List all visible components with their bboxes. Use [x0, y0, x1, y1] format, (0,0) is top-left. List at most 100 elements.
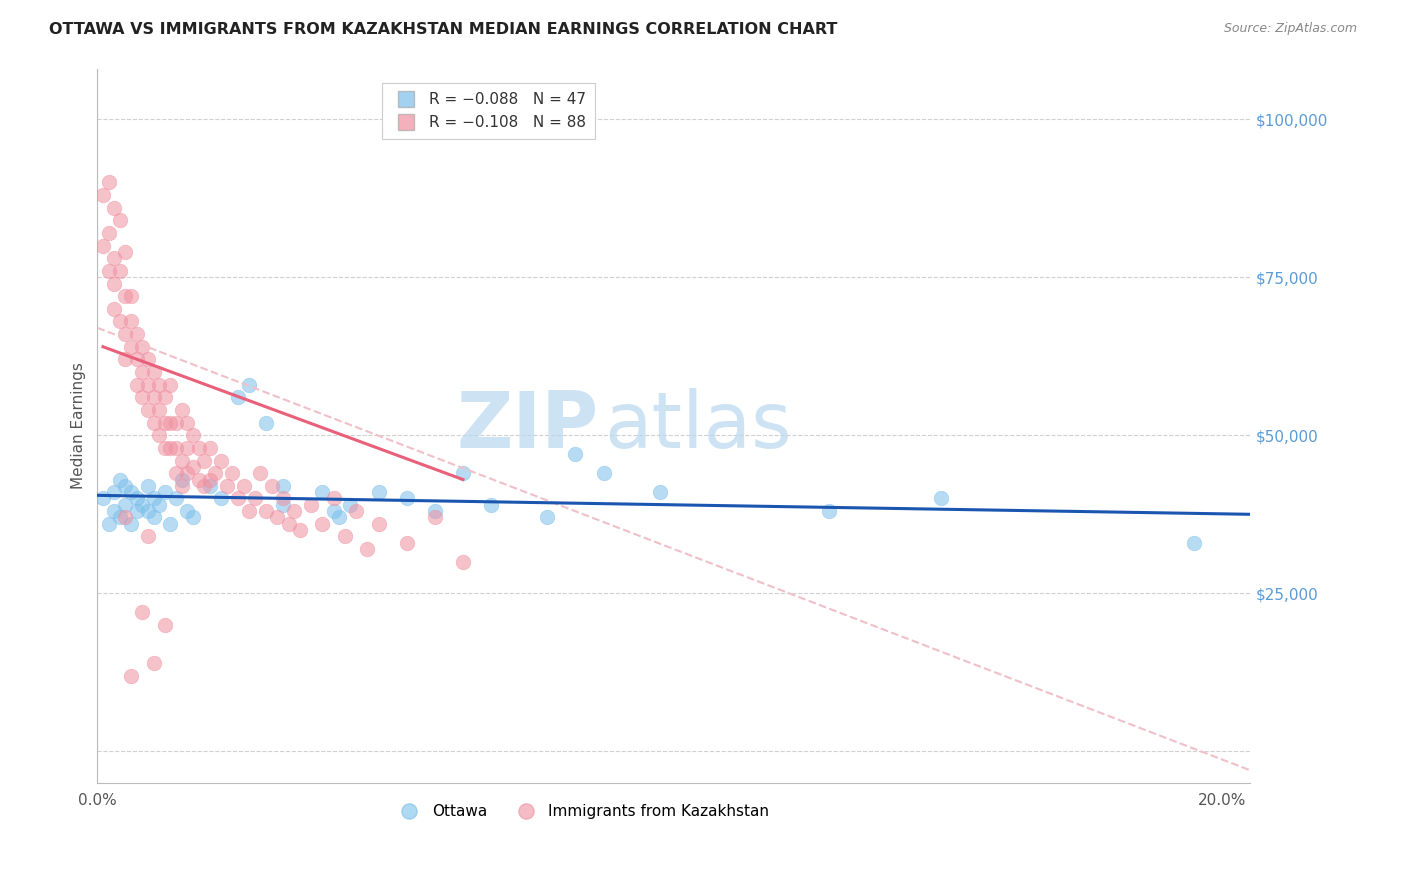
Point [254, 416, 277, 430]
Point [120, 289, 142, 303]
Point [131, 605, 153, 619]
Point [131, 498, 153, 512]
Point [423, 510, 446, 524]
Point [176, 441, 198, 455]
Point [423, 504, 446, 518]
Point [187, 441, 209, 455]
Point [165, 491, 187, 506]
Point [91, 491, 114, 506]
Point [131, 390, 153, 404]
Point [170, 479, 193, 493]
Point [254, 504, 277, 518]
Point [148, 377, 170, 392]
Point [125, 491, 148, 506]
Point [108, 314, 131, 328]
Point [817, 504, 839, 518]
Point [170, 453, 193, 467]
Point [165, 441, 187, 455]
Point [333, 529, 356, 543]
Point [136, 377, 159, 392]
Point [249, 466, 271, 480]
Point [193, 453, 215, 467]
Point [271, 498, 294, 512]
Point [238, 504, 260, 518]
Point [226, 491, 249, 506]
Point [142, 416, 165, 430]
Point [929, 491, 952, 506]
Point [328, 510, 350, 524]
Point [170, 403, 193, 417]
Point [367, 485, 389, 500]
Point [148, 403, 170, 417]
Point [142, 656, 165, 670]
Point [215, 479, 238, 493]
Point [114, 244, 136, 259]
Point [108, 213, 131, 227]
Point [153, 416, 176, 430]
Point [243, 491, 266, 506]
Point [198, 441, 221, 455]
Point [103, 201, 125, 215]
Point [165, 416, 187, 430]
Point [114, 510, 136, 524]
Point [120, 314, 142, 328]
Point [159, 516, 181, 531]
Point [176, 416, 198, 430]
Point [299, 498, 322, 512]
Point [260, 479, 283, 493]
Point [131, 365, 153, 379]
Point [181, 428, 204, 442]
Point [209, 491, 232, 506]
Point [120, 340, 142, 354]
Point [176, 504, 198, 518]
Point [311, 516, 333, 531]
Point [148, 498, 170, 512]
Point [165, 466, 187, 480]
Point [125, 352, 148, 367]
Point [193, 479, 215, 493]
Point [153, 390, 176, 404]
Point [125, 377, 148, 392]
Point [367, 516, 389, 531]
Point [114, 352, 136, 367]
Point [97, 226, 120, 240]
Point [277, 516, 299, 531]
Y-axis label: Median Earnings: Median Earnings [72, 362, 86, 489]
Point [204, 466, 226, 480]
Point [108, 473, 131, 487]
Point [339, 498, 361, 512]
Point [142, 390, 165, 404]
Point [564, 447, 586, 461]
Point [91, 188, 114, 202]
Point [153, 485, 176, 500]
Point [103, 485, 125, 500]
Text: OTTAWA VS IMMIGRANTS FROM KAZAKHSTAN MEDIAN EARNINGS CORRELATION CHART: OTTAWA VS IMMIGRANTS FROM KAZAKHSTAN MED… [49, 22, 838, 37]
Point [97, 516, 120, 531]
Point [232, 479, 254, 493]
Point [356, 542, 378, 557]
Point [221, 466, 243, 480]
Point [148, 428, 170, 442]
Point [181, 510, 204, 524]
Point [97, 175, 120, 189]
Point [153, 441, 176, 455]
Point [125, 504, 148, 518]
Point [238, 377, 260, 392]
Point [283, 504, 305, 518]
Point [136, 529, 159, 543]
Point [142, 491, 165, 506]
Point [592, 466, 614, 480]
Point [288, 523, 311, 537]
Point [103, 251, 125, 265]
Point [536, 510, 558, 524]
Point [97, 264, 120, 278]
Point [198, 479, 221, 493]
Point [103, 277, 125, 291]
Point [170, 473, 193, 487]
Point [311, 485, 333, 500]
Point [114, 479, 136, 493]
Point [142, 510, 165, 524]
Point [136, 504, 159, 518]
Point [120, 485, 142, 500]
Point [114, 289, 136, 303]
